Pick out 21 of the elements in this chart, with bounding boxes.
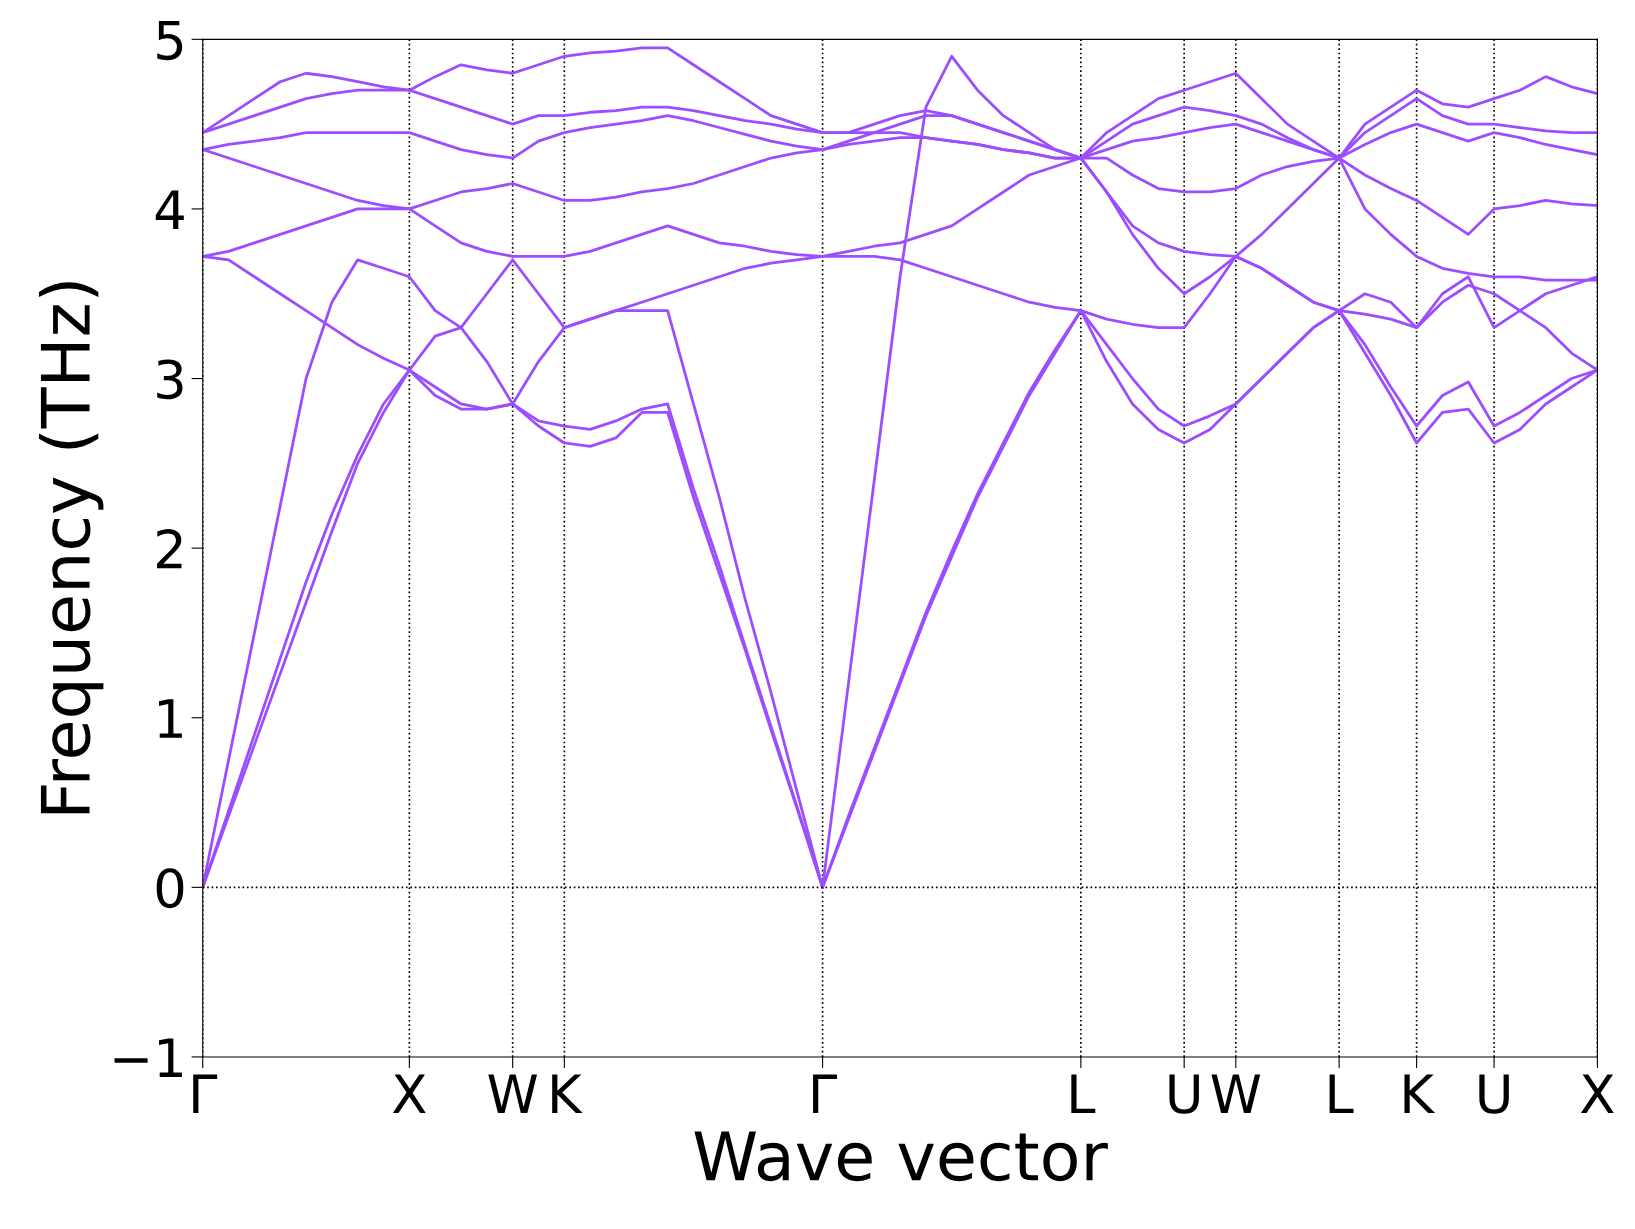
y-tick-label: 5 — [157, 20, 183, 61]
x-tick-label: X — [1580, 1074, 1614, 1114]
y-tick-label: 4 — [155, 190, 184, 229]
x-tick-label: K — [1404, 1074, 1436, 1114]
x-tick-label: X — [392, 1074, 426, 1114]
x-tick-label: U — [1479, 1074, 1509, 1114]
x-tick-label: W — [1211, 1074, 1261, 1114]
x-tick-label: K — [552, 1074, 583, 1114]
x-tick-label: Γ — [193, 1074, 218, 1114]
y-tick-label: 3 — [157, 359, 183, 400]
x-tick-label: L — [1329, 1074, 1354, 1114]
y-tick-label: 0 — [156, 868, 184, 909]
y-tick-label: −1 — [114, 1038, 182, 1077]
x-axis-title: Wave vector — [694, 1131, 1108, 1182]
y-axis-title: Frequency (THz) — [38, 282, 104, 814]
x-tick-label: W — [488, 1074, 538, 1114]
x-tick-label: L — [1071, 1074, 1096, 1114]
x-tick-label: Γ — [813, 1074, 837, 1114]
y-tick-label: 2 — [157, 529, 182, 569]
y-tick-label: 1 — [158, 699, 182, 738]
x-tick-label: U — [1169, 1074, 1199, 1114]
